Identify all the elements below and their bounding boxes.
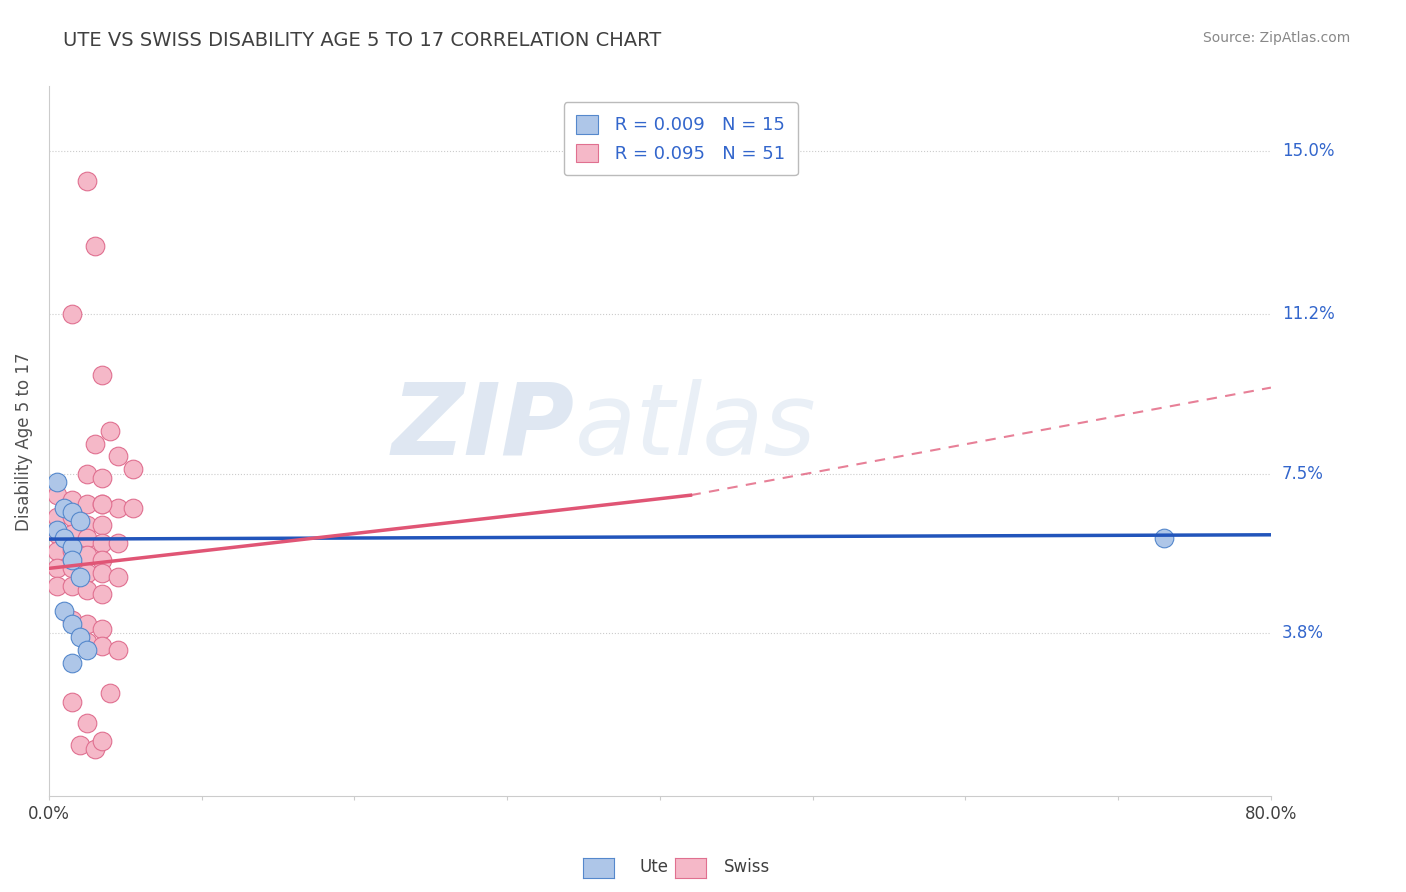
Point — [60, 613, 83, 627]
Point — [107, 535, 129, 549]
Text: UTE VS SWISS DISABILITY AGE 5 TO 17 CORRELATION CHART: UTE VS SWISS DISABILITY AGE 5 TO 17 CORR… — [63, 31, 661, 50]
Point — [107, 501, 129, 516]
Point — [91, 471, 114, 485]
Point — [91, 497, 114, 511]
Point — [76, 566, 98, 580]
Point — [76, 518, 98, 533]
Point — [107, 570, 129, 584]
Point — [76, 497, 98, 511]
Text: ZIP: ZIP — [391, 379, 575, 475]
Text: 3.8%: 3.8% — [1282, 624, 1324, 642]
Point — [91, 518, 114, 533]
Text: 7.5%: 7.5% — [1282, 465, 1324, 483]
Point — [69, 570, 91, 584]
Point — [60, 544, 83, 558]
Point — [53, 604, 76, 618]
Point — [91, 368, 114, 382]
Point — [60, 492, 83, 507]
Point — [76, 582, 98, 597]
Point — [60, 527, 83, 541]
Point — [91, 622, 114, 636]
Point — [60, 561, 83, 575]
Point — [45, 488, 67, 502]
Point — [60, 308, 83, 322]
Point — [122, 501, 145, 516]
Point — [122, 462, 145, 476]
Point — [60, 617, 83, 632]
Point — [45, 475, 67, 490]
Point — [45, 544, 67, 558]
Text: Ute: Ute — [640, 858, 669, 876]
Point — [98, 424, 121, 438]
Point — [1153, 531, 1175, 545]
Point — [76, 643, 98, 657]
Point — [60, 553, 83, 567]
Point — [60, 656, 83, 670]
Point — [98, 686, 121, 700]
Text: Source: ZipAtlas.com: Source: ZipAtlas.com — [1202, 31, 1350, 45]
Point — [91, 639, 114, 653]
Point — [76, 716, 98, 731]
Point — [91, 733, 114, 747]
Point — [76, 634, 98, 648]
Point — [69, 630, 91, 644]
Point — [45, 561, 67, 575]
Text: 11.2%: 11.2% — [1282, 305, 1334, 324]
Point — [45, 509, 67, 524]
Point — [76, 467, 98, 481]
Point — [76, 531, 98, 545]
Point — [91, 566, 114, 580]
Point — [60, 695, 83, 709]
Point — [45, 578, 67, 592]
Point — [76, 549, 98, 563]
Text: 15.0%: 15.0% — [1282, 142, 1334, 160]
Point — [60, 540, 83, 554]
Point — [60, 505, 83, 519]
Point — [83, 238, 105, 252]
Point — [60, 509, 83, 524]
Text: atlas: atlas — [575, 379, 815, 475]
Point — [91, 535, 114, 549]
Point — [45, 523, 67, 537]
Point — [107, 643, 129, 657]
Point — [45, 527, 67, 541]
Text: Swiss: Swiss — [724, 858, 770, 876]
Point — [69, 514, 91, 528]
Point — [69, 738, 91, 752]
Point — [60, 578, 83, 592]
Point — [91, 497, 114, 511]
Legend:  R = 0.009   N = 15,  R = 0.095   N = 51: R = 0.009 N = 15, R = 0.095 N = 51 — [564, 103, 797, 176]
Point — [83, 436, 105, 450]
Point — [76, 174, 98, 188]
Point — [53, 501, 76, 516]
Point — [91, 553, 114, 567]
Point — [76, 617, 98, 632]
Point — [91, 587, 114, 601]
Point — [107, 450, 129, 464]
Point — [53, 531, 76, 545]
Point — [83, 742, 105, 756]
Y-axis label: Disability Age 5 to 17: Disability Age 5 to 17 — [15, 352, 32, 531]
